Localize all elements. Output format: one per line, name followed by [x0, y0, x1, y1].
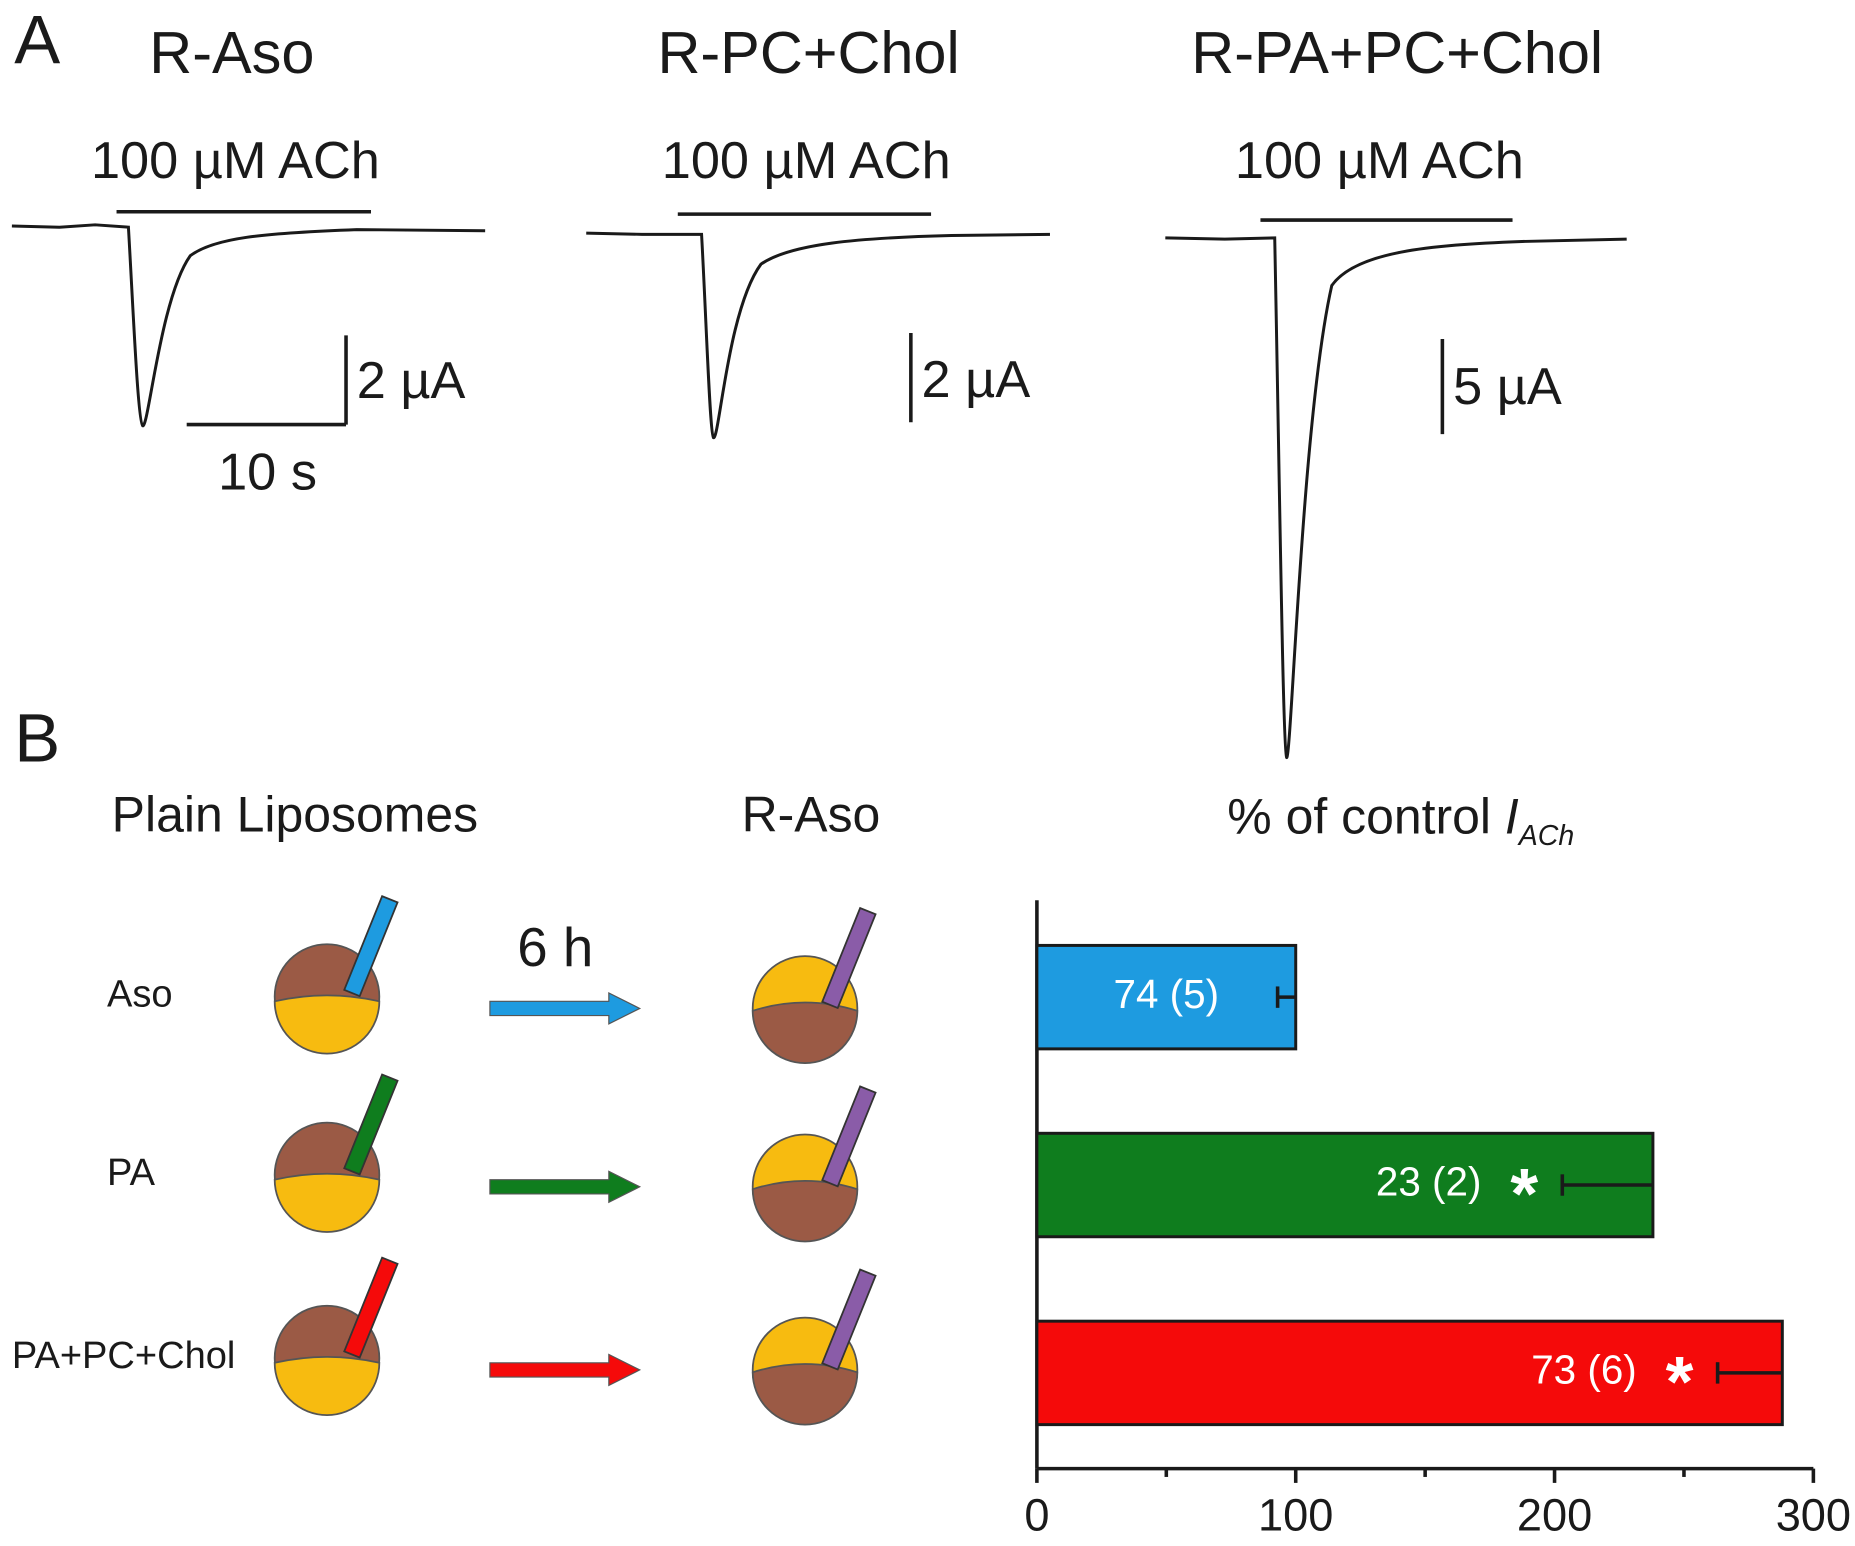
bar	[1035, 1131, 1655, 1239]
liposome	[273, 894, 399, 1055]
title-part: I	[1505, 789, 1519, 845]
title-part: ACh	[1517, 820, 1574, 852]
x-tick-label: 300	[1776, 1490, 1851, 1541]
liposome	[273, 1073, 399, 1233]
pipette	[343, 1073, 399, 1176]
scale-label: 2 µA	[357, 352, 466, 410]
current-trace	[11, 223, 486, 428]
stimulus-label: 100 µM ACh	[1235, 132, 1524, 190]
pipette	[821, 906, 877, 1010]
liposome-half	[751, 1180, 859, 1243]
bar-label: 23 (2)	[1376, 1159, 1482, 1205]
x-tick-label: 0	[1024, 1490, 1049, 1541]
error-bar	[1715, 1362, 1783, 1384]
title-part: % of control	[1227, 789, 1505, 845]
liposome-half	[751, 1363, 859, 1426]
pipette	[343, 1256, 399, 1359]
row-label: PA+PC+Chol	[12, 1335, 235, 1377]
liposome-half	[273, 994, 381, 1055]
stimulus-label: 100 µM ACh	[662, 132, 951, 190]
arrow	[489, 992, 642, 1025]
trace-title: R-PA+PC+Chol	[1191, 19, 1603, 86]
liposome-half	[273, 1356, 381, 1417]
liposome	[751, 1085, 877, 1243]
pipette	[821, 1268, 877, 1371]
liposome-half	[273, 1172, 381, 1233]
panel-label: B	[14, 699, 60, 776]
scale-label: 10 s	[218, 444, 317, 502]
error-bar	[1275, 986, 1296, 1008]
liposome-half	[751, 1001, 859, 1065]
stimulus-label: 100 µM ACh	[91, 132, 380, 190]
significance-mark: *	[1666, 1342, 1694, 1422]
liposome	[751, 1268, 877, 1426]
scale-label: 2 µA	[922, 351, 1031, 409]
bar-label: 73 (6)	[1531, 1347, 1637, 1393]
current-trace	[586, 231, 1050, 440]
row-label: PA	[107, 1152, 156, 1194]
row-label: Aso	[107, 974, 173, 1016]
bar-label: 74 (5)	[1114, 971, 1220, 1017]
bar	[1035, 943, 1298, 1051]
pipette	[821, 1085, 877, 1188]
scale-label: 5 µA	[1453, 358, 1562, 416]
trace-title: R-PC+Chol	[657, 19, 959, 86]
panel-label: A	[14, 1, 60, 78]
liposome	[273, 1256, 399, 1417]
heading: R-Aso	[742, 786, 881, 842]
bar	[1035, 1319, 1784, 1427]
chart-title: % of control IACh	[1227, 789, 1574, 852]
x-tick-label: 100	[1258, 1490, 1333, 1541]
pipette	[343, 894, 399, 998]
heading: Plain Liposomes	[112, 786, 478, 842]
trace-title: R-Aso	[149, 19, 314, 86]
arrow	[489, 1353, 642, 1387]
liposome	[751, 906, 877, 1065]
arrow	[489, 1170, 642, 1204]
x-tick-label: 200	[1517, 1490, 1592, 1541]
error-bar	[1560, 1174, 1653, 1196]
current-trace	[1165, 236, 1627, 760]
incubation-label: 6 h	[517, 916, 593, 978]
significance-mark: *	[1510, 1154, 1538, 1234]
